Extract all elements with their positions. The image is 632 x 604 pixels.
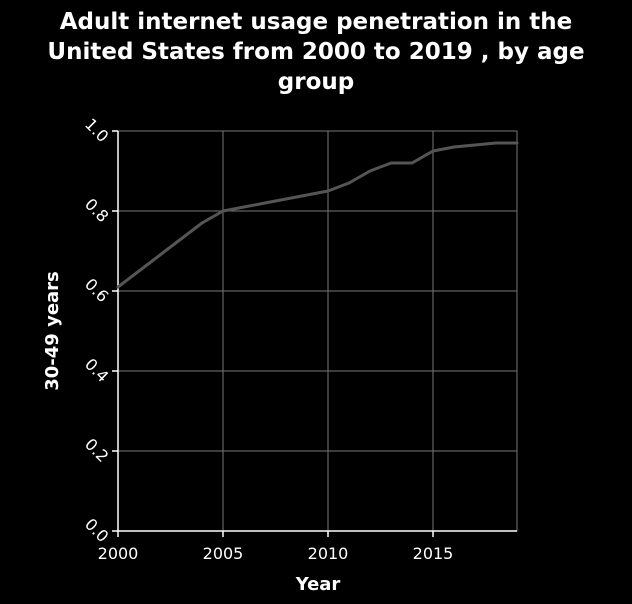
x-tick-label: 2005: [203, 544, 244, 563]
y-axis-label: 30-49 years: [42, 271, 63, 391]
chart-title-line-3: group: [278, 69, 354, 95]
x-tick-label: 2000: [98, 544, 139, 563]
x-tick-label: 2015: [413, 544, 454, 563]
axes: [117, 130, 518, 532]
x-axis-label: Year: [295, 574, 341, 595]
x-tick-label: 2010: [308, 544, 349, 563]
chart-title-line-1: Adult internet usage penetration in the: [60, 9, 573, 35]
x-axis-ticks: 2000 2005 2010 2015: [98, 531, 454, 563]
chart-title-line-2: United States from 2000 to 2019 , by age: [47, 39, 584, 65]
series-line: [116, 141, 519, 289]
series-group: [116, 141, 519, 289]
